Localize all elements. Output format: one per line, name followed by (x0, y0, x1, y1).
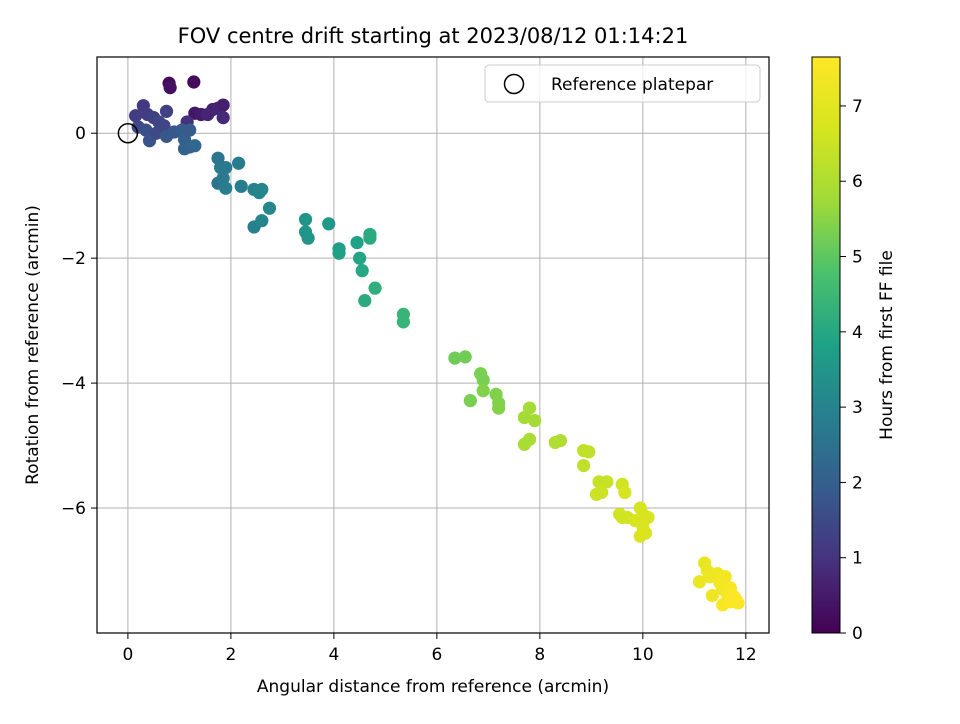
data-point (159, 104, 174, 118)
data-point (705, 588, 719, 603)
data-point (219, 160, 233, 175)
y-axis-ticks: 0 −2 −4 −6 (61, 124, 97, 519)
colorbar-tick-label: 2 (852, 473, 863, 493)
data-point (129, 109, 143, 123)
x-tick-label: 0 (122, 645, 133, 665)
data-point (582, 445, 596, 459)
colorbar-tick-label: 7 (852, 97, 863, 117)
data-point (618, 485, 632, 500)
legend-marker-open-circle (503, 73, 525, 95)
data-point (476, 373, 490, 387)
legend-label: Reference platepar (551, 75, 713, 95)
data-point (219, 181, 233, 195)
colorbar-tick-label: 1 (852, 549, 863, 569)
data-point (458, 350, 472, 364)
x-tick-label: 10 (632, 645, 654, 665)
data-point (718, 570, 732, 584)
data-point (476, 384, 490, 398)
data-points (129, 75, 745, 612)
data-point (368, 281, 382, 295)
data-point (350, 235, 364, 250)
x-axis-label: Angular distance from reference (arcmin) (257, 677, 609, 697)
data-point (163, 81, 177, 95)
data-point (188, 139, 202, 153)
colorbar-tick-label: 4 (852, 323, 863, 343)
x-tick-label: 8 (534, 645, 545, 665)
colorbar-gradient (811, 56, 841, 634)
grid-lines (97, 57, 769, 633)
x-tick-label: 4 (328, 645, 339, 665)
data-point (232, 156, 246, 170)
data-point (492, 401, 506, 415)
data-point (363, 231, 377, 245)
y-tick-label: −4 (61, 374, 86, 394)
colorbar: 0 1 2 3 4 5 6 7 Hours from first FF file (811, 56, 897, 644)
chart-title: FOV centre drift starting at 2023/08/12 … (178, 24, 689, 48)
reference-marker (117, 122, 139, 144)
y-tick-label: 0 (75, 124, 86, 144)
data-point (332, 246, 346, 260)
data-point (298, 212, 313, 227)
data-point (301, 231, 315, 245)
data-point (577, 458, 591, 473)
data-point (234, 179, 248, 193)
data-point (183, 123, 197, 137)
legend-box (484, 64, 761, 103)
data-point (522, 432, 537, 446)
colorbar-label: Hours from first FF file (877, 250, 897, 440)
y-axis-label: Rotation from reference (arcmin) (23, 205, 43, 485)
data-point (187, 75, 201, 89)
data-point (322, 217, 336, 231)
x-tick-label: 2 (225, 645, 236, 665)
legend: Reference platepar (484, 64, 761, 103)
data-point (692, 575, 707, 589)
data-point (139, 123, 153, 137)
data-point (157, 119, 171, 133)
data-point (463, 394, 477, 408)
data-point (396, 315, 410, 329)
y-tick-label: −6 (61, 499, 86, 519)
data-point (553, 433, 568, 448)
x-tick-label: 6 (431, 645, 442, 665)
colorbar-tick-label: 6 (852, 172, 863, 192)
data-point (201, 107, 215, 122)
colorbar-tick-label: 5 (852, 248, 863, 268)
data-point (216, 98, 230, 112)
colorbar-tick-label: 3 (852, 398, 863, 418)
data-point (358, 294, 372, 308)
data-point (255, 182, 269, 197)
data-point (589, 487, 604, 501)
colorbar-tick-label: 0 (852, 624, 863, 644)
plot-frame (96, 56, 770, 634)
x-tick-label: 12 (735, 645, 757, 665)
data-point (638, 526, 653, 540)
colorbar-ticks: 0 1 2 3 4 5 6 7 (840, 97, 863, 644)
data-point (528, 413, 542, 428)
data-point (522, 401, 537, 415)
data-point (353, 251, 367, 265)
data-point (448, 351, 462, 365)
data-point (216, 171, 230, 185)
data-point (262, 201, 277, 215)
data-point (600, 475, 614, 489)
data-point (731, 596, 745, 610)
y-tick-label: −2 (61, 249, 86, 269)
data-point (355, 264, 369, 278)
x-axis-ticks: 0 2 4 6 8 10 12 (122, 633, 757, 665)
data-point (255, 214, 269, 228)
data-point (216, 110, 230, 125)
